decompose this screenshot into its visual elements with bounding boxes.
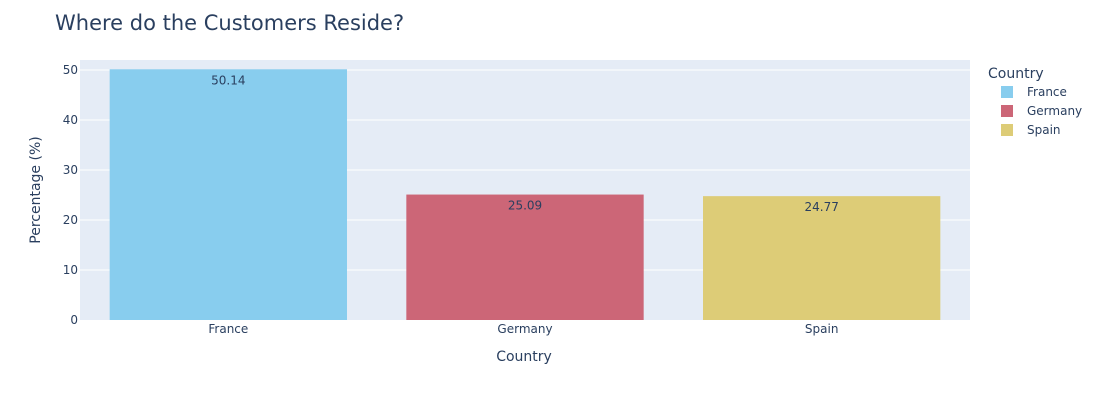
bar-germany[interactable] <box>406 194 644 320</box>
bar-france[interactable] <box>109 69 348 320</box>
y-axis-title: Percentage (%) <box>28 136 44 243</box>
legend-title: Country <box>988 66 1044 82</box>
y-axis-ticks: 0 10 20 30 40 50 <box>63 63 78 327</box>
y-tick-label: 10 <box>63 263 78 277</box>
x-tick-label: Germany <box>497 322 552 336</box>
legend-item-label[interactable]: Germany <box>1027 104 1082 118</box>
legend-swatch-germany[interactable] <box>1001 105 1013 117</box>
x-axis-title: Country <box>496 349 552 365</box>
y-tick-label: 40 <box>63 113 78 127</box>
legend-swatch-france[interactable] <box>1001 86 1013 98</box>
bar-value-label: 25.09 <box>508 199 542 213</box>
x-tick-label: Spain <box>805 322 839 336</box>
legend: Country France Germany Spain <box>988 66 1082 137</box>
y-tick-label: 0 <box>70 313 78 327</box>
y-tick-label: 20 <box>63 213 78 227</box>
y-tick-label: 30 <box>63 163 78 177</box>
bar-value-label: 50.14 <box>211 73 245 87</box>
legend-item-label[interactable]: France <box>1027 85 1067 99</box>
legend-swatch-spain[interactable] <box>1001 124 1013 136</box>
legend-item-label[interactable]: Spain <box>1027 123 1061 137</box>
chart-title: Where do the Customers Reside? <box>55 11 404 35</box>
bars: 50.14 25.09 24.77 <box>109 69 941 320</box>
x-tick-label: France <box>208 322 248 336</box>
y-tick-label: 50 <box>63 63 78 77</box>
bar-spain[interactable] <box>703 196 941 320</box>
bar-value-label: 24.77 <box>804 200 838 214</box>
x-axis-ticks: France Germany Spain <box>208 322 838 336</box>
